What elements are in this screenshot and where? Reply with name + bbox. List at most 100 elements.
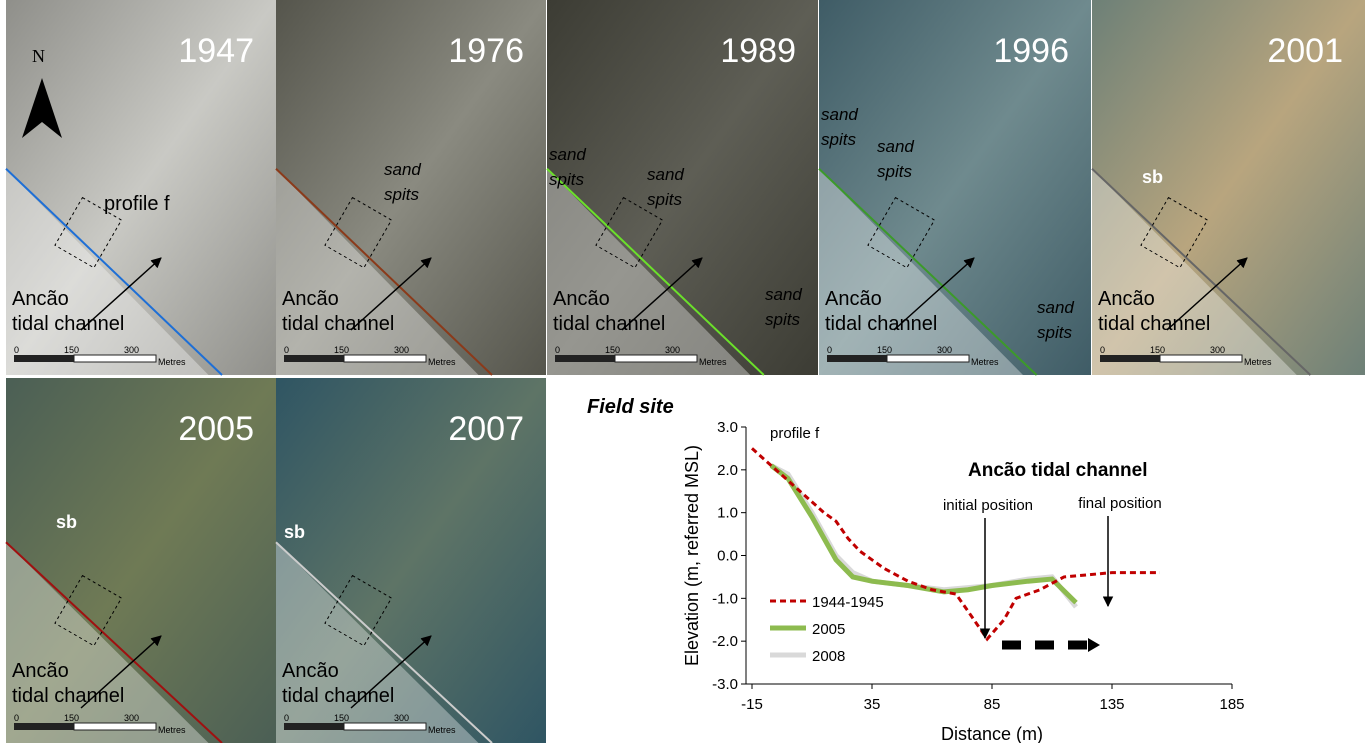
scale-bar xyxy=(344,723,426,730)
scale-bar xyxy=(827,355,887,362)
channel-label: tidal channel xyxy=(282,685,394,707)
x-tick-label: -15 xyxy=(741,696,763,713)
y-tick-label: -1.0 xyxy=(712,590,738,607)
y-tick-label: 2.0 xyxy=(717,462,738,479)
x-tick-label: 85 xyxy=(984,696,1001,713)
scale-bar xyxy=(74,723,156,730)
channel-label: Ancão xyxy=(282,660,339,682)
channel-label: Ancão xyxy=(12,288,69,310)
year-label: 1996 xyxy=(993,32,1069,70)
scale-bar xyxy=(284,723,344,730)
x-tick-label: 135 xyxy=(1099,696,1124,713)
legend-label: 2008 xyxy=(812,648,845,665)
annotation: Ancão tidal channel xyxy=(968,460,1147,481)
movement-arrowhead xyxy=(1088,638,1100,652)
y-tick-label: -2.0 xyxy=(712,633,738,650)
channel-label: profile f xyxy=(104,193,170,215)
channel-label: Ancão xyxy=(12,660,69,682)
sand-spits-label: sand xyxy=(549,145,586,164)
sand-spits-label: sand xyxy=(1037,298,1074,317)
annotation: profile f xyxy=(770,425,820,442)
channel-label: tidal channel xyxy=(825,313,937,335)
scale-tick: 150 xyxy=(1150,345,1165,355)
scale-tick: 150 xyxy=(605,345,620,355)
scale-tick: 0 xyxy=(284,345,289,355)
legend-label: 2005 xyxy=(812,621,845,638)
y-tick-label: -3.0 xyxy=(712,676,738,693)
sand-spits-label: spits xyxy=(821,130,856,149)
scale-unit: Metres xyxy=(699,357,727,367)
sand-spits-label: spits xyxy=(384,185,419,204)
scale-bar xyxy=(344,355,426,362)
x-tick-label: 35 xyxy=(864,696,881,713)
scale-tick: 150 xyxy=(877,345,892,355)
scale-unit: Metres xyxy=(428,725,456,735)
sand-spits-label: sand xyxy=(821,105,858,124)
x-axis-label: Distance (m) xyxy=(941,724,1043,743)
year-label: 1989 xyxy=(720,32,796,70)
scale-unit: Metres xyxy=(428,357,456,367)
channel-label: tidal channel xyxy=(1098,313,1210,335)
channel-label: Ancão xyxy=(282,288,339,310)
scale-tick: 300 xyxy=(1210,345,1225,355)
scale-tick: 150 xyxy=(64,713,79,723)
scale-tick: 300 xyxy=(937,345,952,355)
year-label: 1976 xyxy=(448,32,524,70)
sand-spits-label: spits xyxy=(549,170,584,189)
annotation: final position xyxy=(1078,495,1161,512)
sand-spits-label: spits xyxy=(647,190,682,209)
channel-label: Ancão xyxy=(825,288,882,310)
scale-bar xyxy=(555,355,615,362)
channel-label: Ancão xyxy=(553,288,610,310)
sb-label: sb xyxy=(1142,167,1163,187)
scale-bar xyxy=(887,355,969,362)
y-tick-label: 0.0 xyxy=(717,548,738,565)
sb-label: sb xyxy=(56,512,77,532)
scale-bar xyxy=(14,355,74,362)
sand-spits-label: sand xyxy=(877,137,914,156)
scale-tick: 0 xyxy=(14,713,19,723)
series-line xyxy=(771,466,1076,603)
y-tick-label: 3.0 xyxy=(717,419,738,436)
scale-bar xyxy=(1100,355,1160,362)
scale-tick: 300 xyxy=(394,713,409,723)
scale-bar xyxy=(74,355,156,362)
scale-tick: 0 xyxy=(827,345,832,355)
photo-panel: 1996 sand spits sand spits sand spits Ancão tida… xyxy=(819,0,1091,375)
chart-title: Field site xyxy=(587,396,674,418)
scale-tick: 150 xyxy=(334,345,349,355)
y-tick-label: 1.0 xyxy=(717,505,738,522)
sand-spits-label: spits xyxy=(877,162,912,181)
year-label: 2001 xyxy=(1267,32,1343,70)
photo-panel: 1989sandspitssandspitssandspitsAncãotida… xyxy=(547,0,818,375)
year-label: 2005 xyxy=(178,410,254,448)
scale-bar xyxy=(1160,355,1242,362)
scale-tick: 300 xyxy=(665,345,680,355)
north-label: N xyxy=(32,46,45,66)
x-tick-label: 185 xyxy=(1219,696,1244,713)
scale-unit: Metres xyxy=(158,725,186,735)
sand-spits-label: spits xyxy=(765,310,800,329)
sand-spits-label: spits xyxy=(1037,323,1072,342)
sand-spits-label: sand xyxy=(647,165,684,184)
legend-label: 1944-1945 xyxy=(812,594,884,611)
sand-spits-label: sand xyxy=(384,160,421,179)
channel-label: tidal channel xyxy=(12,313,124,335)
scale-bar xyxy=(14,723,74,730)
photo-panel: 1976sandspitsAncãotidal channel0150300Me… xyxy=(276,0,546,375)
scale-tick: 150 xyxy=(334,713,349,723)
scale-tick: 300 xyxy=(124,345,139,355)
scale-tick: 0 xyxy=(284,713,289,723)
sand-spits-label: sand xyxy=(765,285,802,304)
scale-bar xyxy=(284,355,344,362)
channel-label: Ancão xyxy=(1098,288,1155,310)
annotation: initial position xyxy=(943,497,1033,514)
scale-tick: 0 xyxy=(555,345,560,355)
scale-unit: Metres xyxy=(158,357,186,367)
scale-tick: 300 xyxy=(124,713,139,723)
scale-tick: 300 xyxy=(394,345,409,355)
